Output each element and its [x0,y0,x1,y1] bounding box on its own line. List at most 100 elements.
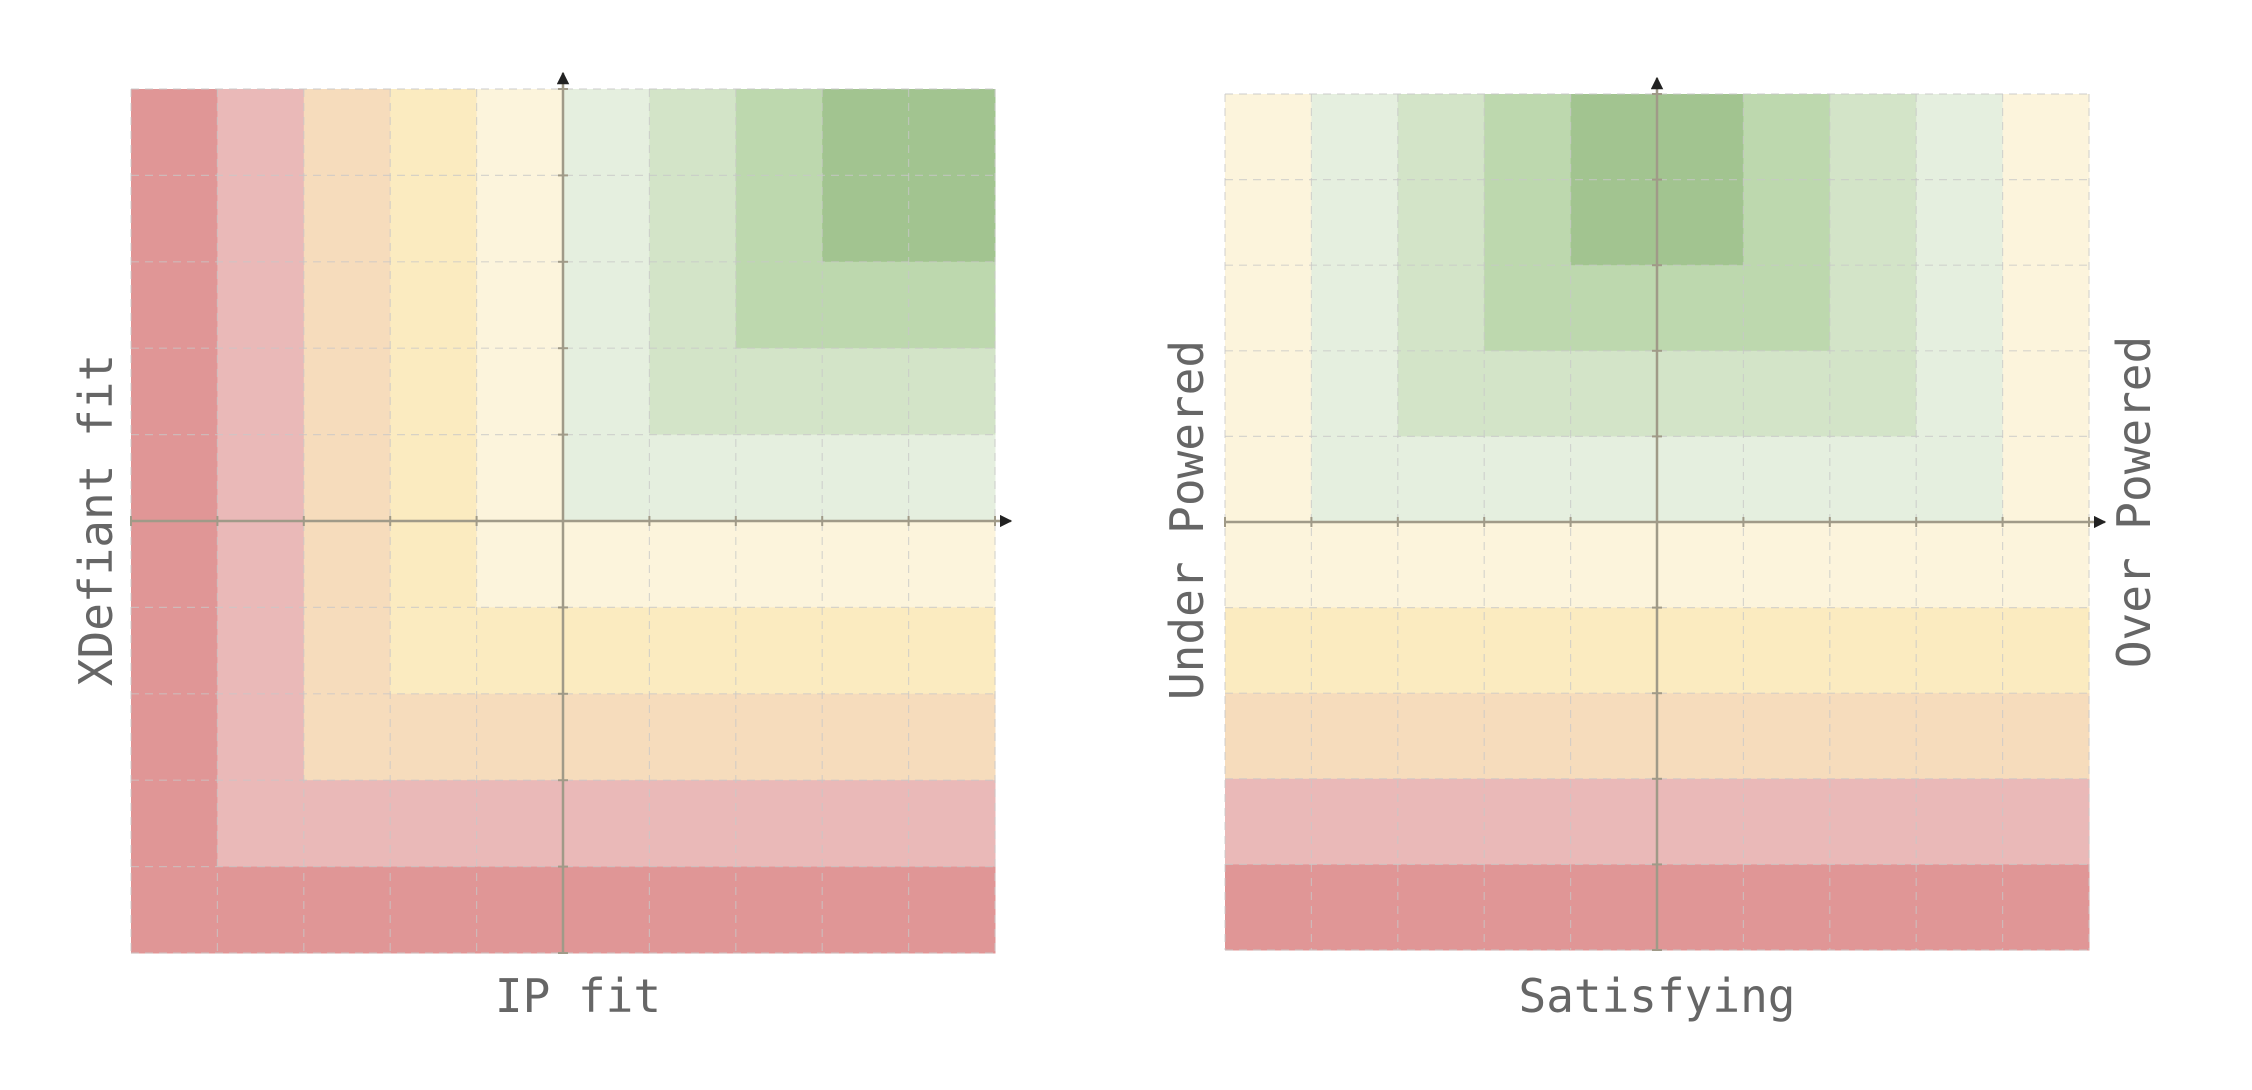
left-cell-r8-c5 [563,780,650,868]
right-cell-r8-c6 [1743,778,1831,865]
left-cell-r4-c8 [822,434,910,522]
left-cell-r4-c6 [649,434,737,522]
left-cell-r2-c7 [735,261,823,349]
right-cell-r5-c1 [1311,522,1399,609]
left-heat-cells [131,89,996,954]
left-cell-r8-c9 [908,780,996,868]
left-cell-r7-c0 [131,693,218,781]
right-cell-r1-c0 [1225,179,1312,266]
left-cell-r2-c4 [476,261,564,349]
right-cell-r0-c6 [1743,94,1831,181]
right-cell-r3-c4 [1570,350,1658,437]
right-cell-r0-c4 [1570,94,1658,181]
right-cell-r1-c2 [1397,179,1485,266]
right-heat-cells [1225,94,2090,951]
left-cell-r7-c5 [563,693,650,781]
left-cell-r6-c5 [563,607,650,695]
left-cell-r4-c5 [563,434,650,522]
right-cell-r9-c9 [2002,864,2090,951]
left-axis-ticks [130,88,996,954]
left-cell-r0-c7 [735,89,823,176]
right-cell-r9-c1 [1311,864,1399,951]
right-cell-r1-c6 [1743,179,1831,266]
right-cell-r4-c4 [1570,436,1658,523]
right-cell-r4-c5 [1657,436,1744,523]
left-cell-r3-c8 [822,348,910,436]
left-cell-r2-c0 [131,261,218,349]
left-cell-r9-c6 [649,866,737,954]
right-cell-r7-c9 [2002,693,2090,780]
left-cell-r4-c3 [390,434,478,522]
left-cell-r3-c0 [131,348,218,436]
left-cell-r5-c4 [476,521,564,608]
right-cell-r5-c8 [1916,522,2004,609]
left-cell-r1-c3 [390,175,478,263]
left-cell-r0-c3 [390,89,478,176]
left-cell-r4-c9 [908,434,996,522]
right-y-axis-label-under-powered: Under Powered [1160,340,1214,700]
right-cell-r5-c3 [1484,522,1572,609]
right-cell-r4-c7 [1829,436,1917,523]
right-cell-r5-c9 [2002,522,2090,609]
left-cell-r6-c6 [649,607,737,695]
right-cell-r5-c6 [1743,522,1831,609]
left-cell-r3-c2 [303,348,391,436]
right-cell-r5-c5 [1657,522,1744,609]
left-cell-r0-c6 [649,89,737,176]
right-cell-r6-c3 [1484,607,1572,694]
left-cell-r3-c7 [735,348,823,436]
right-y-axis-label-over-powered: Over Powered [2107,336,2161,668]
right-cell-r1-c8 [1916,179,2004,266]
right-cell-r3-c8 [1916,350,2004,437]
right-cell-r1-c7 [1829,179,1917,266]
left-cell-r3-c4 [476,348,564,436]
right-cell-r2-c4 [1570,265,1658,352]
right-power-grid-chart [1224,76,2107,951]
right-cell-r6-c5 [1657,607,1744,694]
right-cell-r0-c9 [2002,94,2090,181]
right-cell-r2-c8 [1916,265,2004,352]
left-cell-r2-c2 [303,261,391,349]
left-cell-r1-c4 [476,175,564,263]
right-cell-r1-c4 [1570,179,1658,266]
left-cell-r5-c6 [649,521,737,608]
right-cell-r2-c1 [1311,265,1399,352]
left-cell-r2-c9 [908,261,996,349]
right-cell-r9-c6 [1743,864,1831,951]
left-cell-r9-c2 [303,866,391,954]
left-cell-r6-c9 [908,607,996,695]
right-cell-r0-c7 [1829,94,1917,181]
left-cell-r5-c2 [303,521,391,608]
right-cell-r7-c5 [1657,693,1744,780]
left-cell-r8-c6 [649,780,737,868]
right-cell-r0-c5 [1657,94,1744,181]
left-cell-r8-c7 [735,780,823,868]
right-cell-r7-c7 [1829,693,1917,780]
left-cell-r9-c7 [735,866,823,954]
left-fit-grid-chart [130,71,1013,954]
right-cell-r4-c6 [1743,436,1831,523]
right-cell-r0-c2 [1397,94,1485,181]
right-cell-r0-c3 [1484,94,1572,181]
left-cell-r5-c8 [822,521,910,608]
right-cell-r6-c8 [1916,607,2004,694]
left-cell-r7-c6 [649,693,737,781]
left-cell-r6-c3 [390,607,478,695]
left-cell-r4-c0 [131,434,218,522]
right-cell-r4-c2 [1397,436,1485,523]
right-cell-r3-c9 [2002,350,2090,437]
left-cell-r5-c5 [563,521,650,608]
right-cell-r7-c1 [1311,693,1399,780]
right-cell-r2-c0 [1225,265,1312,352]
right-cell-r8-c5 [1657,778,1744,865]
left-cell-r7-c4 [476,693,564,781]
left-cell-r7-c7 [735,693,823,781]
left-cell-r0-c0 [131,89,218,176]
left-cell-r8-c3 [390,780,478,868]
right-cell-r7-c0 [1225,693,1312,780]
right-cell-r0-c1 [1311,94,1399,181]
right-cell-r9-c0 [1225,864,1312,951]
right-cell-r0-c8 [1916,94,2004,181]
right-cell-r7-c6 [1743,693,1831,780]
left-cell-r1-c5 [563,175,650,263]
